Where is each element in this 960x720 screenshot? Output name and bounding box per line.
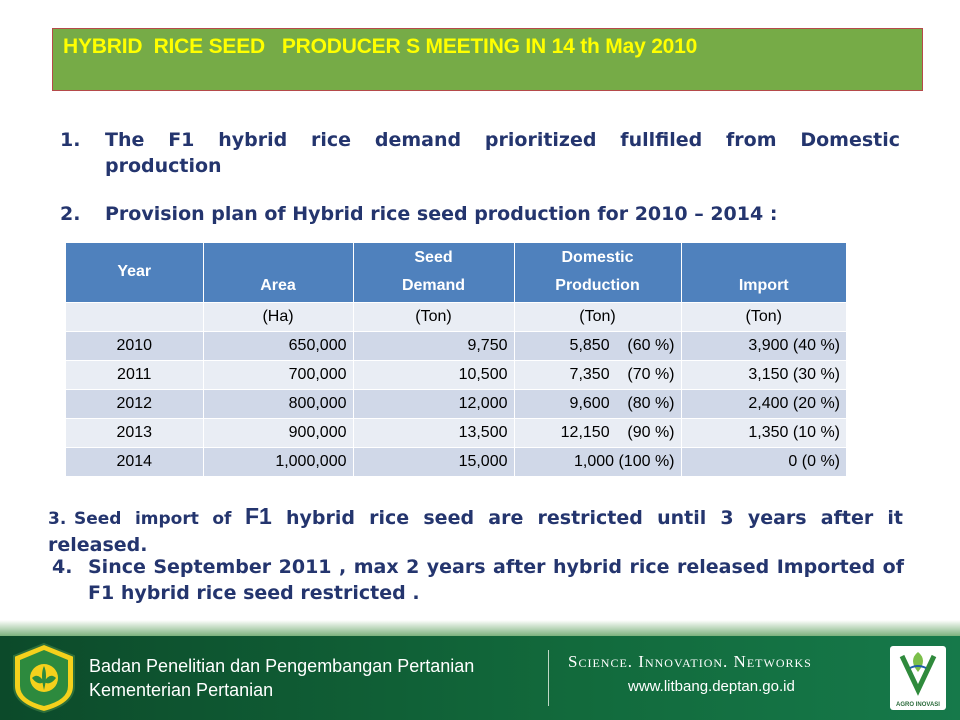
cell-area: 900,000 — [203, 417, 354, 447]
header-import: Import — [681, 243, 846, 302]
website-link[interactable]: www.litbang.deptan.go.id — [628, 678, 795, 695]
unit-cell: (Ha) — [203, 301, 354, 331]
agency-name: Badan Penelitian dan Pengembangan Pertan… — [89, 654, 474, 702]
cell-year: 2011 — [66, 359, 204, 389]
cell-seed-demand: 15,000 — [353, 446, 515, 476]
header-domestic-line-2: Production — [555, 277, 640, 295]
point-2-text: Provision plan of Hybrid rice seed produ… — [105, 203, 778, 225]
header-area-label: Area — [260, 276, 296, 294]
table-row: 2013 900,000 13,500 12,150 (90 %) 1,350 … — [66, 417, 846, 447]
footer-divider — [548, 650, 549, 706]
title-banner: HYBRID RICE SEED PRODUCER S MEETING IN 1… — [52, 28, 923, 91]
cell-import: 0 (0 %) — [681, 446, 846, 476]
cell-domestic: 12,150 (90 %) — [514, 417, 682, 447]
footer-bar: Badan Penelitian dan Pengembangan Pertan… — [0, 636, 960, 720]
unit-cell: (Ton) — [514, 301, 682, 331]
table-row: 2011 700,000 10,500 7,350 (70 %) 3,150 (… — [66, 359, 846, 389]
cell-seed-demand: 12,000 — [353, 388, 515, 418]
agro-inovasi-logo-icon: AGRO INOVASI — [890, 646, 946, 710]
table-row: 2012 800,000 12,000 9,600 (80 %) 2,400 (… — [66, 388, 846, 418]
cell-import: 2,400 (20 %) — [681, 388, 846, 418]
point-2-number: 2. — [60, 203, 81, 225]
cell-import: 3,150 (30 %) — [681, 359, 846, 389]
agro-inovasi-label: AGRO INOVASI — [896, 702, 940, 708]
point-3-text-end: hybrid rice seed are restricted until 3 … — [48, 507, 903, 556]
agro-inovasi-mark-icon — [899, 652, 937, 696]
cell-year: 2010 — [66, 330, 204, 360]
cell-import: 3,900 (40 %) — [681, 330, 846, 360]
cell-year: 2012 — [66, 388, 204, 418]
point-1: 1. The F1 hybrid rice demand prioritized… — [60, 127, 900, 179]
header-area: Area — [203, 243, 354, 302]
point-4: 4. Since September 2011 , max 2 years af… — [52, 554, 904, 606]
header-domestic-line-1: Domestic — [561, 249, 634, 267]
point-4-number: 4. — [52, 556, 73, 578]
cell-seed-demand: 9,750 — [353, 330, 515, 360]
table-row: 2014 1,000,000 15,000 1,000 (100 %) 0 (0… — [66, 446, 846, 476]
cell-domestic: 9,600 (80 %) — [514, 388, 682, 418]
cell-year: 2014 — [66, 446, 204, 476]
cell-import: 1,350 (10 %) — [681, 417, 846, 447]
header-seed-demand: Seed Demand — [353, 243, 515, 302]
unit-cell: (Ton) — [353, 301, 515, 331]
cell-domestic: 7,350 (70 %) — [514, 359, 682, 389]
agency-line-2: Kementerian Pertanian — [89, 680, 274, 700]
agency-line-1: Badan Penelitian dan Pengembangan Pertan… — [89, 656, 475, 676]
tagline: Science. Innovation. Networks — [568, 652, 812, 671]
cell-domestic: 5,850 (60 %) — [514, 330, 682, 360]
header-seed-demand-line-1: Seed — [414, 249, 453, 267]
point-3: 3. Seed import of F1 hybrid rice seed ar… — [48, 503, 903, 558]
table-header-row: Year Area Seed Demand Domestic Productio… — [66, 243, 846, 302]
point-1-line-1: The F1 hybrid rice demand prioritized fu… — [105, 129, 900, 151]
cell-seed-demand: 10,500 — [353, 359, 515, 389]
unit-cell: (Ton) — [681, 301, 846, 331]
header-seed-demand-line-2: Demand — [401, 277, 466, 295]
cell-area: 800,000 — [203, 388, 354, 418]
cell-area: 700,000 — [203, 359, 354, 389]
point-3-number: 3. — [48, 509, 67, 529]
point-1-number: 1. — [60, 129, 81, 151]
provision-plan-table: Year Area Seed Demand Domestic Productio… — [66, 243, 846, 476]
cell-area: 1,000,000 — [203, 446, 354, 476]
footer-gradient — [0, 620, 960, 640]
unit-cell — [66, 301, 204, 331]
cell-year: 2013 — [66, 417, 204, 447]
ministry-emblem-icon — [13, 642, 75, 714]
point-1-line-2: production — [105, 155, 222, 177]
cell-area: 650,000 — [203, 330, 354, 360]
header-domestic-production: Domestic Production — [514, 243, 682, 302]
page-title: HYBRID RICE SEED PRODUCER S MEETING IN 1… — [63, 35, 698, 58]
cell-domestic: 1,000 (100 %) — [514, 446, 682, 476]
cell-seed-demand: 13,500 — [353, 417, 515, 447]
point-3-text-start: Seed import of — [74, 509, 245, 529]
units-row: (Ha) (Ton) (Ton) (Ton) — [66, 301, 846, 331]
point-3-f1: F1 — [244, 503, 272, 529]
point-4-text: Since September 2011 , max 2 years after… — [88, 556, 904, 604]
header-import-label: Import — [738, 276, 789, 294]
table-row: 2010 650,000 9,750 5,850 (60 %) 3,900 (4… — [66, 330, 846, 360]
point-2: 2. Provision plan of Hybrid rice seed pr… — [60, 201, 920, 227]
header-year: Year — [66, 243, 204, 302]
